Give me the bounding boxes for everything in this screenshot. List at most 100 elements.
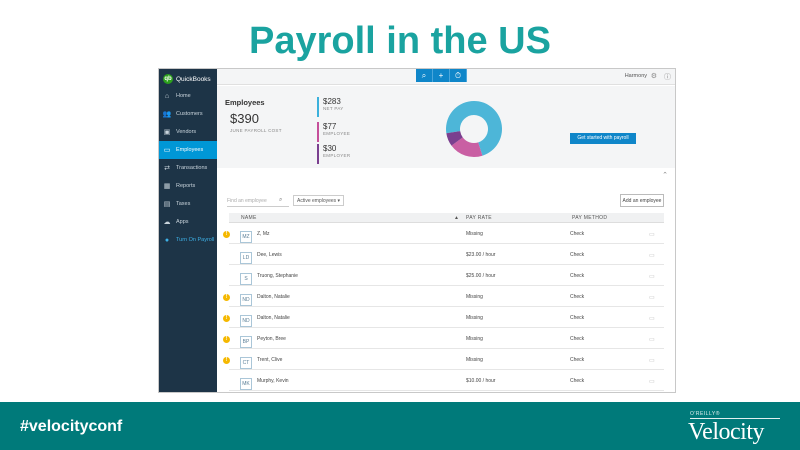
sidebar-item-apps[interactable]: ☁ Apps [159,213,217,231]
table-row[interactable]: ! ND Dalton, Natalie Missing Check ▭ [223,286,664,307]
sidebar-item-home[interactable]: ⌂ Home [159,87,217,105]
gear-icon[interactable]: ⚙ [650,73,657,80]
employee-name[interactable]: Truong, Stephanie [257,273,298,279]
donut-slice-employer [446,131,463,146]
sidebar-item-employees[interactable]: ▭ Employees [159,141,217,159]
header-pay-method[interactable]: PAY METHOD [572,215,608,221]
sidebar-item-label: Home [176,93,191,99]
header-pay-rate[interactable]: PAY RATE [466,215,492,221]
app-logo[interactable]: qb QuickBooks [163,73,211,85]
employee-name[interactable]: Trent, Clive [257,357,283,363]
avatar: ND [240,315,252,327]
metric-employer: $30 EMPLOYER [317,144,350,164]
avatar: CT [240,357,252,369]
pay-rate: Missing [466,357,483,363]
metric-net-pay: $283 NET PAY [317,97,344,117]
sidebar: qb QuickBooks ⌂ Home 👥 Customers ▣ Vendors ▭ Em… [159,69,217,392]
sidebar-item-reports[interactable]: ▦ Reports [159,177,217,195]
warning-icon: ! [223,357,230,364]
table-row[interactable]: ! ND Dalton, Natalie Missing Check ▭ [223,307,664,328]
sidebar-item-customers[interactable]: 👥 Customers [159,105,217,123]
table-row[interactable]: S Truong, Stephanie $25.00 / hour Check ▭ [229,265,664,286]
employee-name[interactable]: Peyton, Bree [257,336,286,342]
search-icon[interactable]: ⌕ [416,69,433,82]
row-action-icon[interactable]: ▭ [649,316,655,322]
metric-label: EMPLOYER [323,153,351,158]
payroll-total-caption: JUNE PAYROLL COST [230,128,282,133]
pay-rate: $23.00 / hour [466,252,496,258]
top-button-group: ⌕ + ⏱ [416,69,467,82]
payroll-donut-chart [446,101,502,157]
sidebar-item-taxes[interactable]: ▤ Taxes [159,195,217,213]
status-select-value: Active employees [297,198,337,204]
employee-name[interactable]: Dalton, Natalie [257,315,290,321]
avatar: LD [240,252,252,264]
search-icon[interactable]: ⌕ [279,197,283,203]
avatar: BP [240,336,252,348]
employees-table: NAME ▲ PAY RATE PAY METHOD ! MZ Z, Mz Missi… [223,213,664,391]
table-row[interactable]: ! CT Trent, Clive Missing Check ▭ [223,349,664,370]
add-employee-button[interactable]: Add an employee [620,194,664,207]
row-action-icon[interactable]: ▭ [649,295,655,301]
row-action-icon[interactable]: ▭ [649,379,655,385]
sidebar-item-label: Reports [176,183,196,189]
table-row[interactable]: ! MZ Z, Mz Missing Check ▭ [223,223,664,244]
donut-slice-employee [451,137,483,157]
row-action-icon[interactable]: ▭ [649,253,655,259]
sort-icon[interactable]: ▲ [454,215,460,221]
publisher-label: O'REILLY® [690,411,780,419]
employees-icon: ▭ [163,147,171,154]
header-name[interactable]: NAME [241,215,257,221]
sidebar-nav: ⌂ Home 👥 Customers ▣ Vendors ▭ Employees ⇄ Transa… [159,87,217,249]
sidebar-item-label: Transactions [176,165,208,171]
table-body: ! MZ Z, Mz Missing Check ▭ LD Dee, Lewis $23.00 … [223,223,664,391]
sidebar-item-transactions[interactable]: ⇄ Transactions [159,159,217,177]
metric-value: $77 [323,122,337,131]
employee-name[interactable]: Dalton, Natalie [257,294,290,300]
row-action-icon[interactable]: ▭ [649,358,655,364]
sidebar-item-label: Vendors [176,129,197,135]
table-header: NAME ▲ PAY RATE PAY METHOD [229,213,664,223]
payroll-icon: ● [164,236,170,244]
warning-icon: ! [223,315,230,322]
table-row[interactable]: LD Dee, Lewis $23.00 / hour Check ▭ [229,244,664,265]
avatar: MK [240,378,252,390]
chevron-down-icon: ▾ [337,198,340,204]
employee-filters: Find an employee ⌕ Active employees ▾ Ad… [217,194,675,208]
employee-name[interactable]: Z, Mz [257,231,270,237]
recent-icon[interactable]: ⏱ [450,69,467,82]
sidebar-item-label: Employees [176,147,204,153]
get-started-payroll-button[interactable]: Get started with payroll [570,133,636,144]
table-row[interactable]: ! BP Peyton, Bree Missing Check ▭ [223,328,664,349]
table-row[interactable]: MK Murphy, Kevin $10.00 / hour Check ▭ [229,370,664,391]
footer-band: #velocityconf O'REILLY® Velocity [0,402,800,450]
pay-rate: $25.00 / hour [466,273,496,279]
row-action-icon[interactable]: ▭ [649,232,655,238]
home-icon: ⌂ [164,92,170,100]
collapse-chevron-icon[interactable]: ⌃ [662,172,668,179]
sidebar-item-vendors[interactable]: ▣ Vendors [159,123,217,141]
donut-slice-net-pay [446,101,502,156]
summary-title: Employees [225,98,265,107]
sidebar-item-turn-on-payroll[interactable]: ● Turn On Payroll [159,231,217,249]
sidebar-item-label: Apps [176,219,189,225]
company-name[interactable]: Harmony [624,73,647,79]
payroll-summary: Employees $390 JUNE PAYROLL COST $283 NET… [217,86,675,179]
status-select[interactable]: Active employees ▾ [293,195,344,206]
employee-name[interactable]: Murphy, Kevin [257,378,289,384]
slide-title: Payroll in the US [249,20,551,62]
help-icon[interactable]: ⓘ [664,74,671,81]
row-action-icon[interactable]: ▭ [649,274,655,280]
row-action-icon[interactable]: ▭ [649,337,655,343]
employee-search-input[interactable]: Find an employee [227,195,289,207]
top-bar: ⌕ + ⏱ Harmony ⚙ ⓘ [217,69,675,85]
quickbooks-logo-icon: qb [163,74,173,84]
avatar: S [240,273,252,285]
warning-icon: ! [223,231,230,238]
metric-value: $283 [323,97,341,106]
apps-icon: ☁ [163,219,171,226]
conference-hashtag: #velocityconf [20,418,123,435]
vendors-icon: ▣ [163,129,171,136]
employee-name[interactable]: Dee, Lewis [257,252,282,258]
add-icon[interactable]: + [433,69,450,82]
